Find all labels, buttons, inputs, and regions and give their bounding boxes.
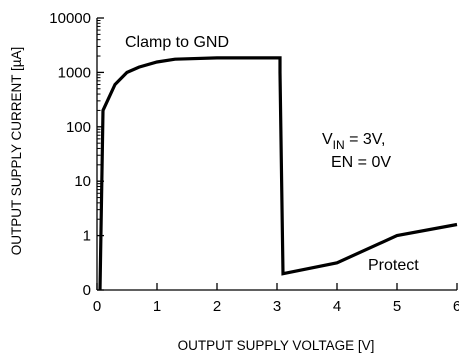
x-tick-label: 0 <box>93 298 101 315</box>
annotation-clamp: Clamp to GND <box>125 34 229 51</box>
y-axis-label: OUTPUT SUPPLY CURRENT [µA] <box>9 47 24 256</box>
series-line <box>98 56 458 291</box>
annotation-en: EN = 0V <box>331 154 391 171</box>
annotation-vin: VIN = 3V, <box>322 131 385 152</box>
y-tick-label: 10000 <box>49 10 91 27</box>
x-tick-label: 6 <box>453 298 459 315</box>
x-tick-label: 2 <box>213 298 221 315</box>
x-tick-label: 3 <box>273 298 281 315</box>
y-tick-label: 0 <box>83 282 91 299</box>
x-axis-ticks: 0 1 2 3 4 5 6 <box>93 283 459 315</box>
y-tick-label: 1 <box>83 228 91 245</box>
x-tick-label: 5 <box>393 298 401 315</box>
x-tick-label: 4 <box>333 298 341 315</box>
y-tick-label: 100 <box>66 119 91 136</box>
x-axis-label: OUTPUT SUPPLY VOLTAGE [V] <box>178 338 375 353</box>
y-tick-label: 1000 <box>58 64 91 81</box>
y-tick-label: 10 <box>74 173 91 190</box>
y-axis-ticks: 0 1 10 100 1000 10000 <box>49 10 104 299</box>
annotation-protect: Protect <box>368 257 419 274</box>
x-tick-label: 1 <box>153 298 161 315</box>
